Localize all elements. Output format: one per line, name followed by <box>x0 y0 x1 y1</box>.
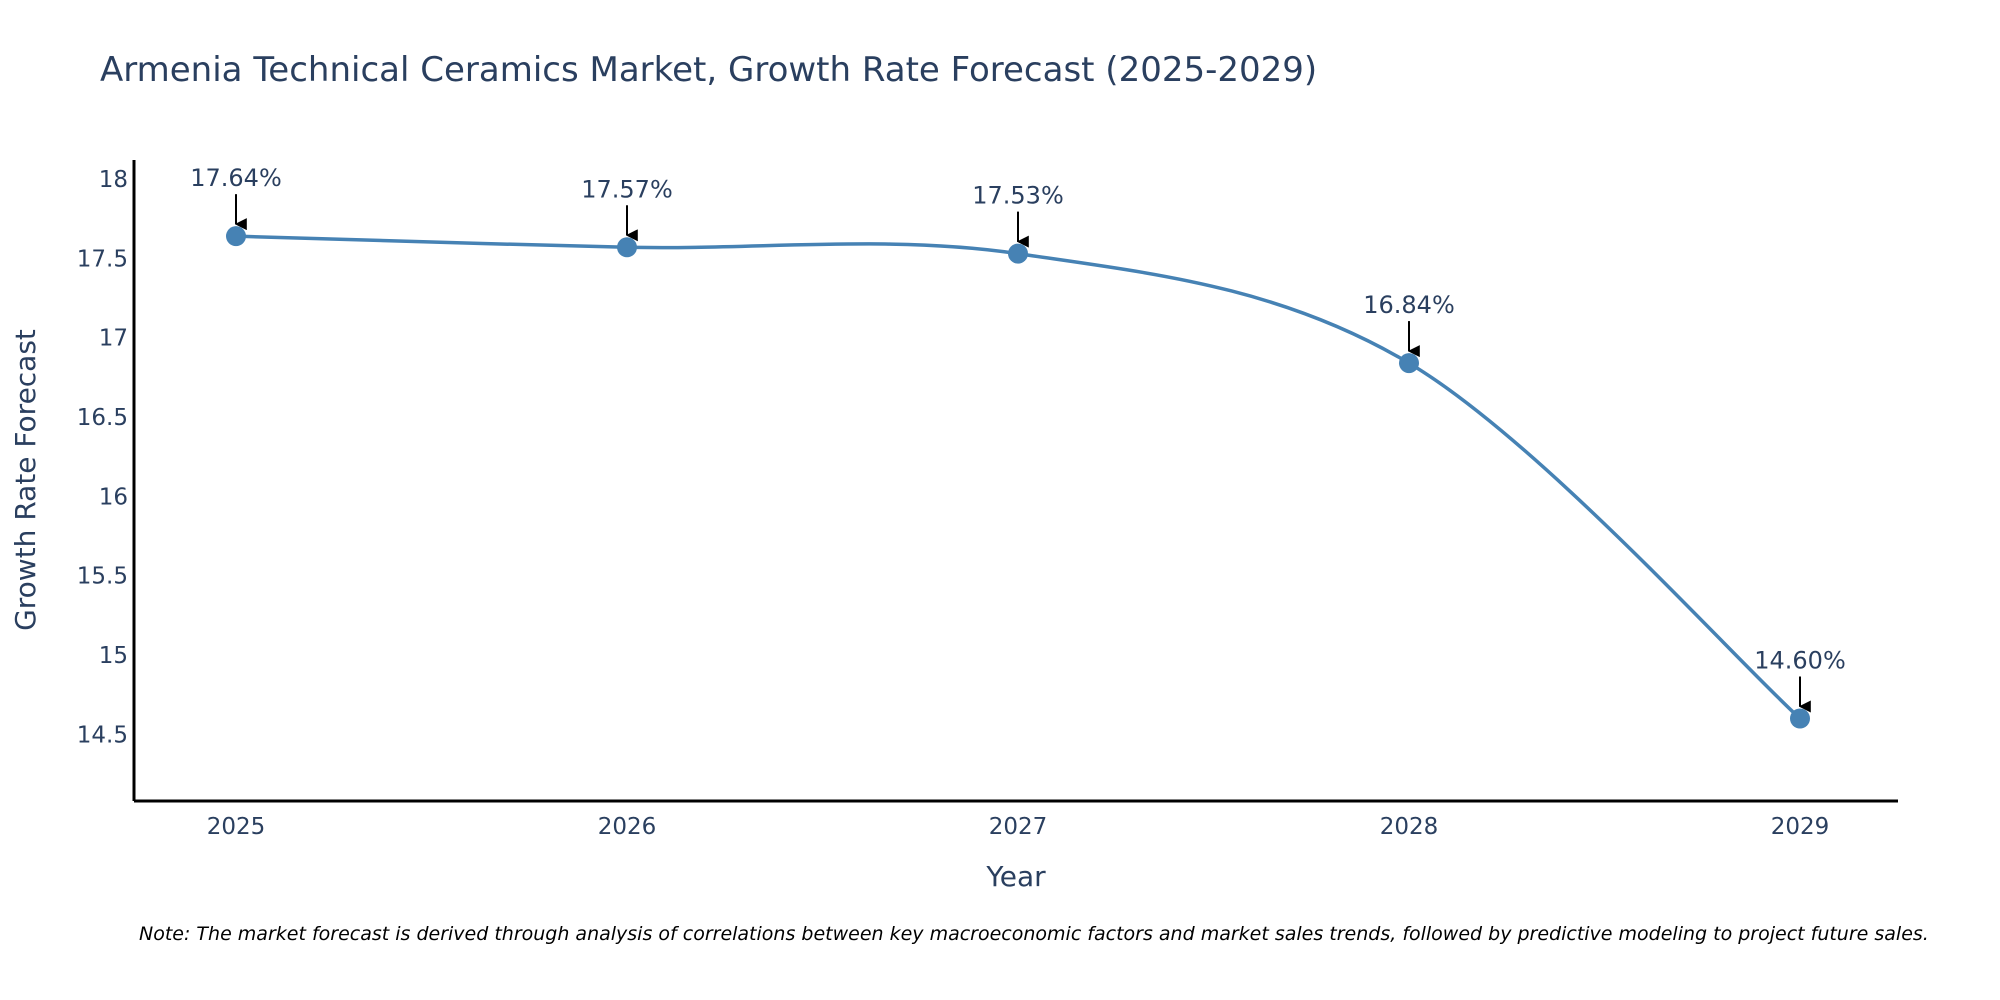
y-axis-title: Growth Rate Forecast <box>9 329 42 631</box>
x-tick-label: 2026 <box>598 814 657 840</box>
data-point <box>1790 708 1810 729</box>
y-tick-label: 15.5 <box>77 564 128 590</box>
y-tick-label: 16.5 <box>77 405 128 431</box>
data-point <box>1399 353 1419 374</box>
x-tick-label: 2027 <box>989 814 1048 840</box>
data-label: 17.53% <box>972 182 1064 210</box>
y-axis-ticks: 14.5 15 15.5 16 16.5 17 17.5 18 <box>77 167 128 748</box>
footnote: Note: The market forecast is derived thr… <box>139 923 1929 945</box>
x-axis-title: Year <box>985 860 1046 893</box>
y-tick-label: 15 <box>99 643 128 669</box>
y-tick-label: 17.5 <box>77 246 128 272</box>
x-tick-label: 2028 <box>1380 814 1439 840</box>
x-axis-ticks: 2025 2026 2027 2028 2029 <box>207 814 1830 840</box>
data-label: 14.60% <box>1754 646 1846 674</box>
y-tick-label: 18 <box>99 167 128 193</box>
data-point <box>617 237 637 258</box>
data-label: 17.64% <box>190 164 282 192</box>
data-label-annotations: 17.64% 17.57% 17.53% 16.84% 14.60% <box>190 164 1846 713</box>
y-tick-label: 14.5 <box>77 722 128 748</box>
x-tick-label: 2029 <box>1771 814 1830 840</box>
y-tick-label: 17 <box>99 326 128 352</box>
series-points <box>226 226 1810 729</box>
x-tick-label: 2025 <box>207 814 266 840</box>
data-label: 16.84% <box>1363 291 1455 319</box>
data-point <box>1008 243 1028 264</box>
data-label: 17.57% <box>581 175 673 203</box>
data-point <box>226 226 246 247</box>
y-tick-label: 16 <box>99 484 128 510</box>
chart-title: Armenia Technical Ceramics Market, Growt… <box>100 50 1317 90</box>
series-line <box>235 234 1802 720</box>
